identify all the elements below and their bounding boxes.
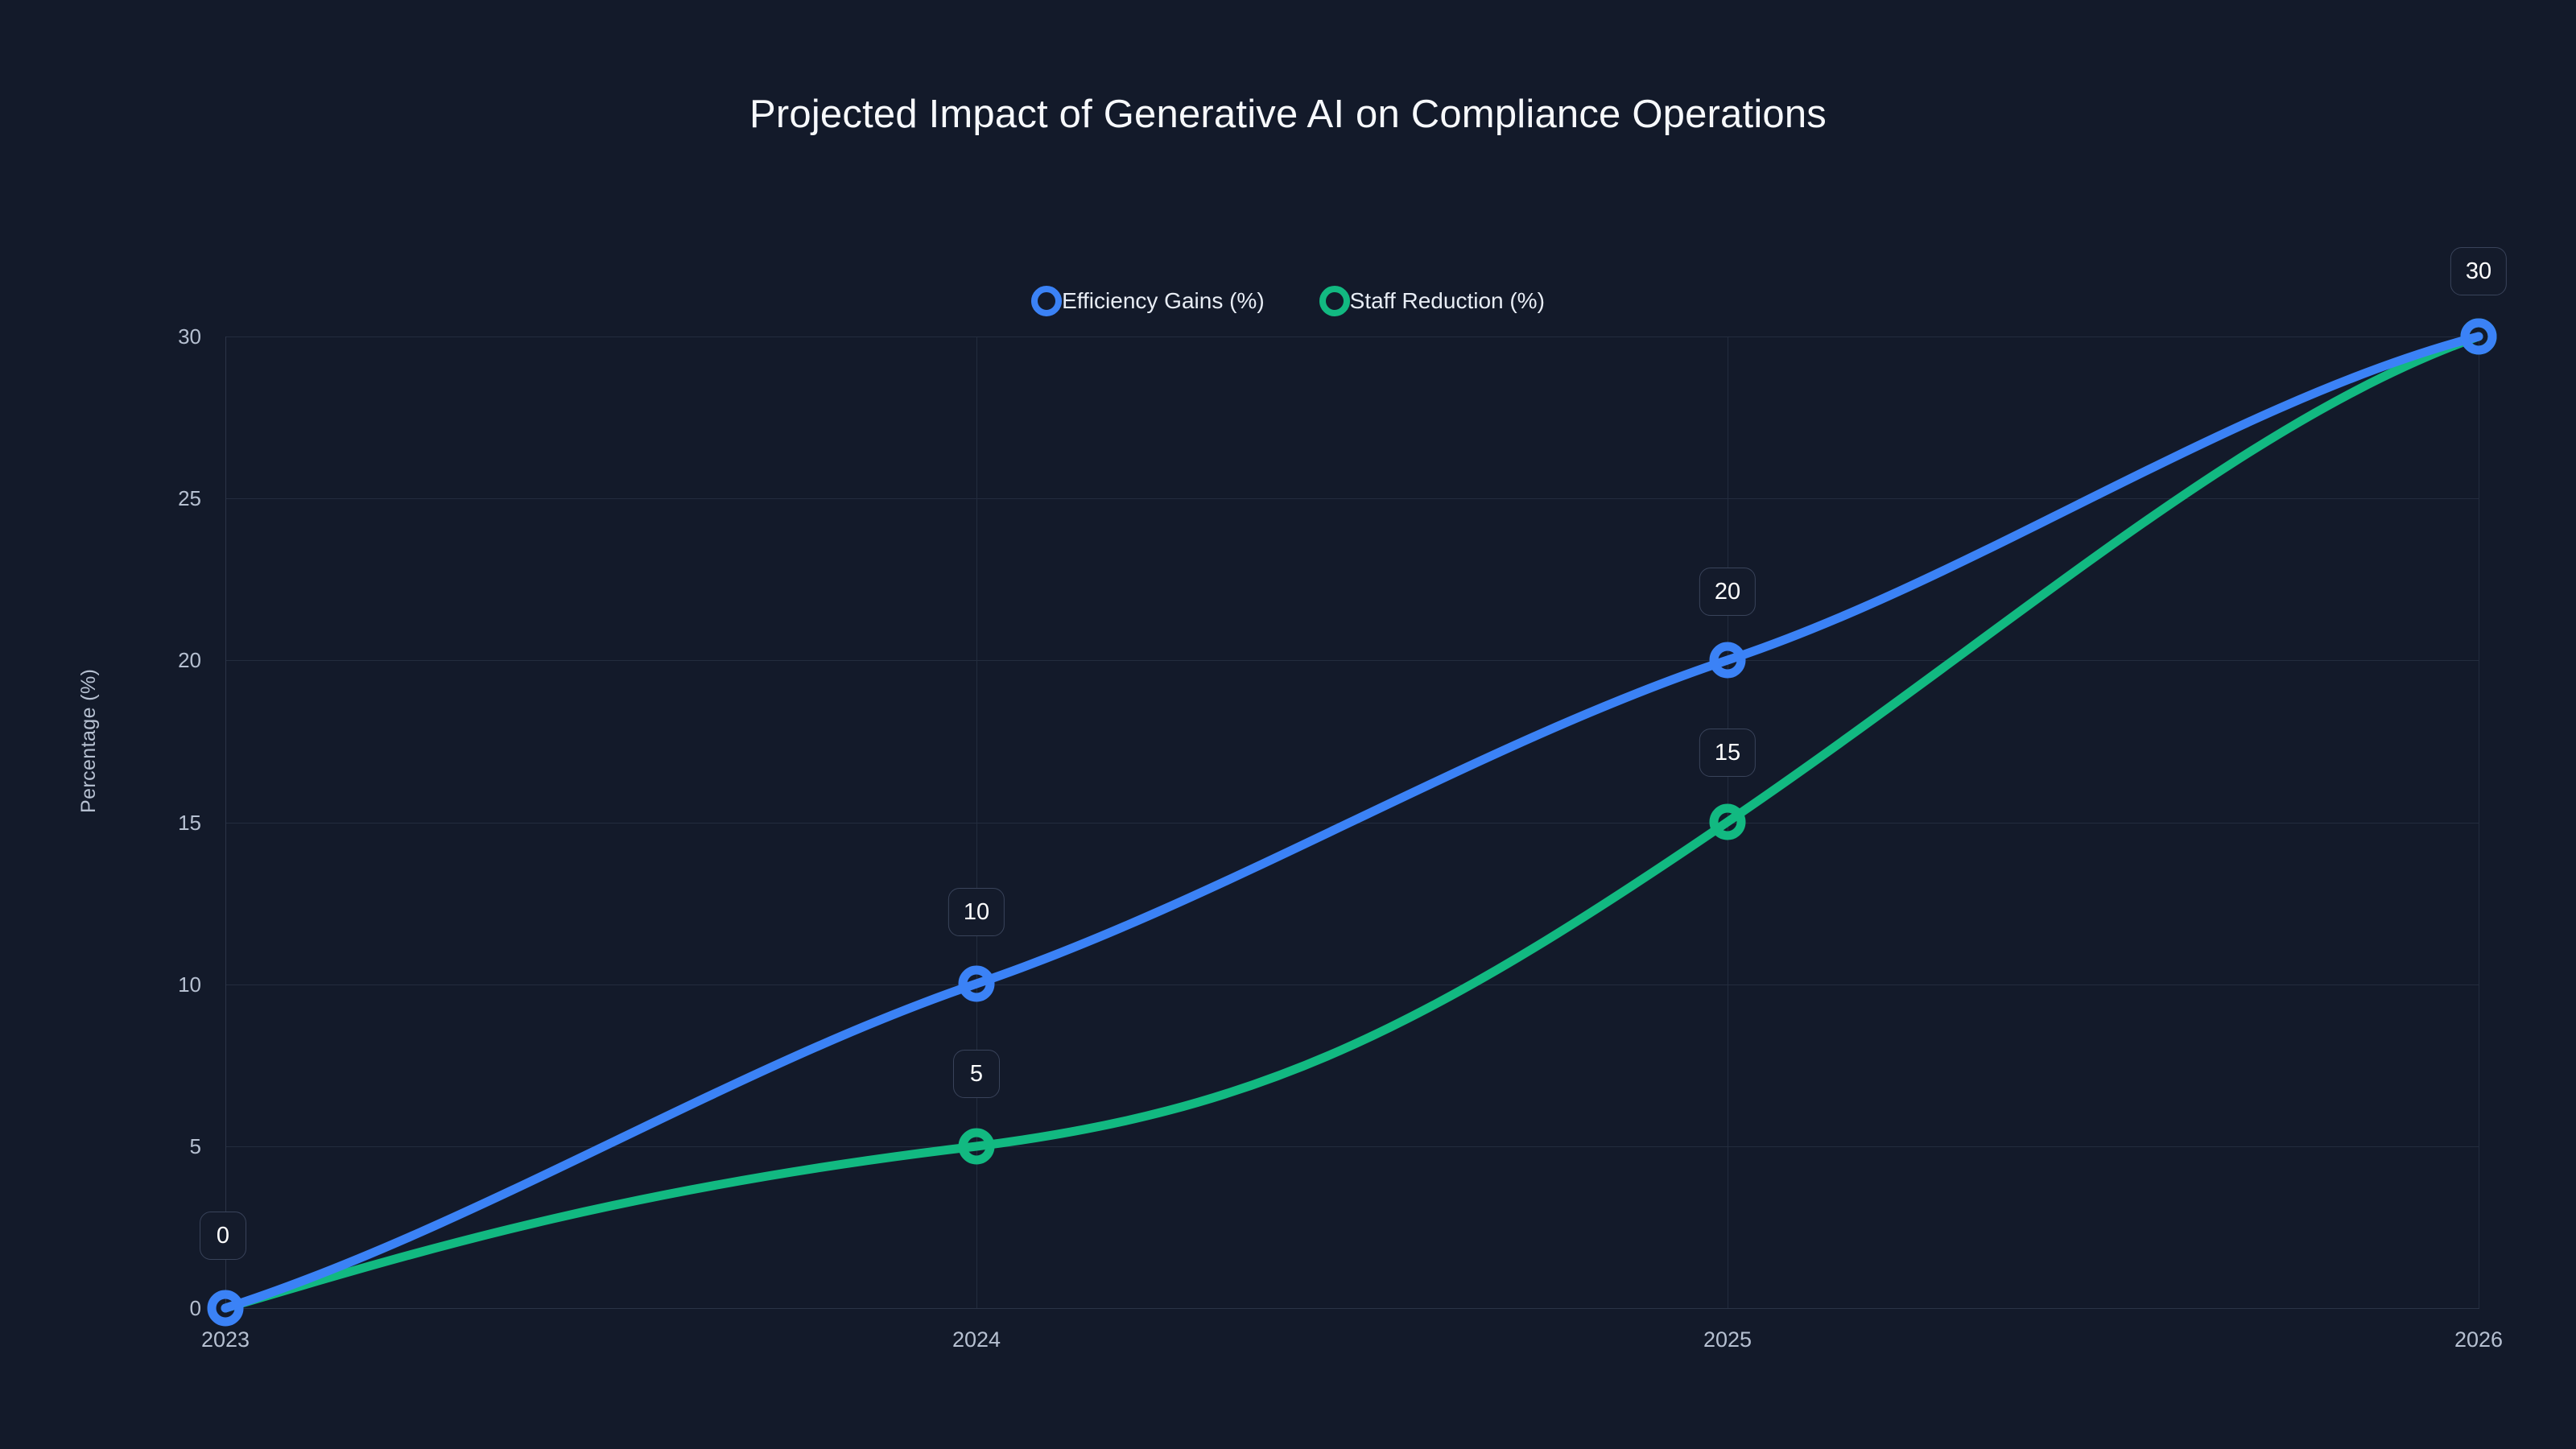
data-point-label: 0: [200, 1212, 246, 1260]
data-point-label: 20: [1699, 568, 1757, 616]
y-tick-label: 15: [178, 811, 201, 835]
x-tick-label: 2025: [1703, 1327, 1752, 1352]
gridline-horizontal: [225, 336, 2479, 337]
x-axis-line: [225, 1308, 2479, 1309]
legend-item-staff-reduction[interactable]: Staff Reduction (%): [1319, 286, 1545, 316]
y-axis-tick-labels: 30 25 20 15 10 5 0: [23, 326, 201, 1319]
x-tick-label: 2024: [952, 1327, 1001, 1352]
gridline-vertical: [976, 336, 977, 1308]
data-point-efficiency-gains[interactable]: [1709, 642, 1746, 679]
legend-marker-circle-icon: [1031, 286, 1063, 316]
data-point-label: 15: [1699, 729, 1757, 777]
gridline-horizontal: [225, 498, 2479, 499]
legend-label-efficiency-gains: Efficiency Gains (%): [1062, 288, 1265, 313]
data-point-efficiency-gains[interactable]: [207, 1290, 244, 1327]
y-tick-label: 10: [178, 972, 201, 997]
x-tick-label: 2023: [200, 1327, 250, 1352]
y-axis-line: [225, 336, 226, 1308]
data-point-staff-reduction[interactable]: [1709, 803, 1746, 840]
chart-legend: Efficiency Gains (%) Staff Reduction (%): [0, 286, 2576, 316]
legend-item-efficiency-gains[interactable]: Efficiency Gains (%): [1031, 286, 1265, 316]
y-tick-label: 25: [178, 486, 201, 510]
chart-title: Projected Impact of Generative AI on Com…: [749, 93, 1827, 136]
data-point-label: 5: [953, 1050, 1000, 1098]
series-line-efficiency-gains: [221, 332, 2483, 1313]
data-point-efficiency-gains[interactable]: [2460, 318, 2497, 355]
y-tick-label: 20: [178, 648, 201, 672]
gridline-horizontal: [225, 660, 2479, 661]
data-point-efficiency-gains[interactable]: [958, 965, 995, 1002]
y-tick-label: 0: [189, 1296, 201, 1320]
y-tick-label: 5: [189, 1134, 201, 1158]
y-tick-label: 30: [178, 324, 201, 349]
legend-label-staff-reduction: Staff Reduction (%): [1349, 288, 1545, 313]
gridline-horizontal: [225, 1146, 2479, 1147]
x-tick-label: 2026: [2454, 1327, 2504, 1352]
data-point-label: 30: [2450, 247, 2508, 295]
series-line-staff-reduction: [221, 332, 2483, 1313]
data-point-staff-reduction[interactable]: [958, 1128, 995, 1165]
legend-marker-circle-icon: [1319, 286, 1350, 316]
data-point-label: 10: [947, 888, 1005, 936]
